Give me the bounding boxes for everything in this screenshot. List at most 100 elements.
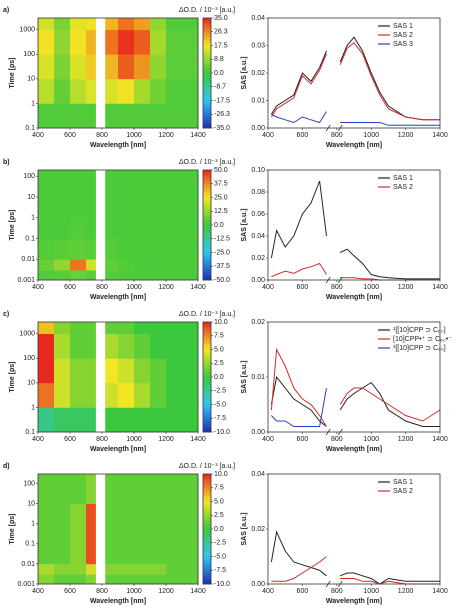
heatmap-cell <box>134 170 151 198</box>
colorbar-segment <box>203 18 211 22</box>
heatmap-cell <box>38 29 55 55</box>
colorbar-segment <box>203 59 211 63</box>
colorbar-segment <box>203 97 211 101</box>
y-tick-label: 10 <box>27 76 35 83</box>
colorbar-label: ΔO.D. / 10⁻³ [a.u.] <box>179 7 235 14</box>
x-tick-label: 1000 <box>363 436 379 443</box>
heatmap-cell <box>86 103 96 129</box>
heatmap-cell <box>118 29 135 55</box>
y-tick-label: 0.001 <box>17 277 35 284</box>
colorbar-tick-label: 8.8 <box>214 56 224 63</box>
colorbar-tick-label: -25.0 <box>214 249 230 256</box>
colorbar-tick-label: -50.0 <box>214 277 230 284</box>
colorbar-segment <box>203 335 211 339</box>
heatmap-cell <box>118 238 135 260</box>
colorbar-segment <box>203 29 211 33</box>
x-axis-label: Wavelength [nm] <box>326 294 382 301</box>
legend-label: SAS 1 <box>393 479 413 486</box>
heatmap-cell <box>54 18 71 31</box>
y-tick-label: 0.02 <box>251 526 265 533</box>
colorbar-segment <box>203 352 211 356</box>
colorbar-segment <box>203 515 211 519</box>
x-axis-label: Wavelength [nm] <box>90 142 146 149</box>
heatmap-cell <box>86 358 96 384</box>
colorbar-segment <box>203 175 211 179</box>
colorbar-segment <box>203 490 211 494</box>
colorbar-tick-label: -17.5 <box>214 97 230 104</box>
heatmap-cell <box>105 322 119 335</box>
heatmap-cell <box>150 322 167 335</box>
colorbar-segment <box>203 51 211 55</box>
legend-label: SAS 1 <box>393 23 413 30</box>
colorbar-segment <box>203 189 211 193</box>
heatmap-cell <box>166 78 199 104</box>
colorbar-segment <box>203 108 211 112</box>
heatmap-cell <box>54 103 71 129</box>
panel-label: a) <box>3 7 9 14</box>
colorbar-segment <box>203 423 211 427</box>
heatmap-cell <box>38 333 55 359</box>
colorbar-segment <box>203 575 211 579</box>
heatmap-cell <box>150 474 167 504</box>
y-tick-label: 100 <box>23 355 35 362</box>
colorbar-segment <box>203 542 211 546</box>
colorbar-segment <box>203 418 211 422</box>
colorbar-segment <box>203 205 211 209</box>
heatmap-cell <box>118 217 135 239</box>
colorbar-segment <box>203 53 211 57</box>
heatmap-cell <box>54 333 71 359</box>
heatmap-cell <box>166 503 199 525</box>
plot-frame <box>267 17 441 129</box>
colorbar-segment <box>203 183 211 187</box>
heatmap-cell <box>105 474 119 504</box>
heatmap-cell <box>118 543 135 565</box>
heatmap-cell <box>166 407 199 433</box>
colorbar-segment <box>203 401 211 405</box>
colorbar-segment <box>203 382 211 386</box>
colorbar-tick-label: -12.5 <box>214 236 230 243</box>
heatmap-cell <box>54 574 71 585</box>
colorbar-segment <box>203 349 211 353</box>
y-axis-label: Time [ps] <box>9 514 16 545</box>
x-tick-label: 400 <box>262 436 274 443</box>
heatmap-cell <box>70 78 87 104</box>
heatmap-cell <box>166 574 199 585</box>
colorbar-segment <box>203 84 211 88</box>
colorbar-segment <box>203 247 211 251</box>
heatmap-cell <box>70 382 87 408</box>
heatmap-cell <box>150 18 167 31</box>
heatmap-cell <box>86 78 96 104</box>
heatmap-cell <box>54 78 71 104</box>
series-line <box>271 111 440 126</box>
heatmap-cell <box>150 358 167 384</box>
colorbar-segment <box>203 111 211 115</box>
colorbar-segment <box>203 244 211 248</box>
colorbar-tick-label: -26.3 <box>214 111 230 118</box>
colorbar-segment <box>203 493 211 497</box>
y-tick-label: 1 <box>31 100 35 107</box>
heatmap-cell <box>150 563 167 575</box>
colorbar-segment <box>203 537 211 541</box>
colorbar-segment <box>203 523 211 527</box>
colorbar-segment <box>203 487 211 491</box>
colorbar-tick-label: 12.5 <box>214 208 228 215</box>
panel-label: c) <box>3 311 9 318</box>
colorbar-segment <box>203 86 211 90</box>
colorbar-segment <box>203 214 211 218</box>
colorbar-segment <box>203 100 211 104</box>
heatmap-cell <box>150 54 167 80</box>
colorbar-segment <box>203 106 211 110</box>
heatmap-cell <box>150 196 167 219</box>
heatmap-cell <box>134 503 151 525</box>
heatmap-cell <box>54 563 71 575</box>
heatmap-cell <box>38 170 55 198</box>
heatmap-cell <box>150 217 167 239</box>
heatmap-cell <box>105 259 119 271</box>
heatmap-cell <box>70 503 87 525</box>
heatmap-cell <box>134 78 151 104</box>
y-tick-label: 0.001 <box>17 581 35 588</box>
heatmap-cell <box>118 103 135 129</box>
colorbar-segment <box>203 233 211 237</box>
heatmap-cell <box>38 503 55 525</box>
colorbar-segment <box>203 338 211 342</box>
